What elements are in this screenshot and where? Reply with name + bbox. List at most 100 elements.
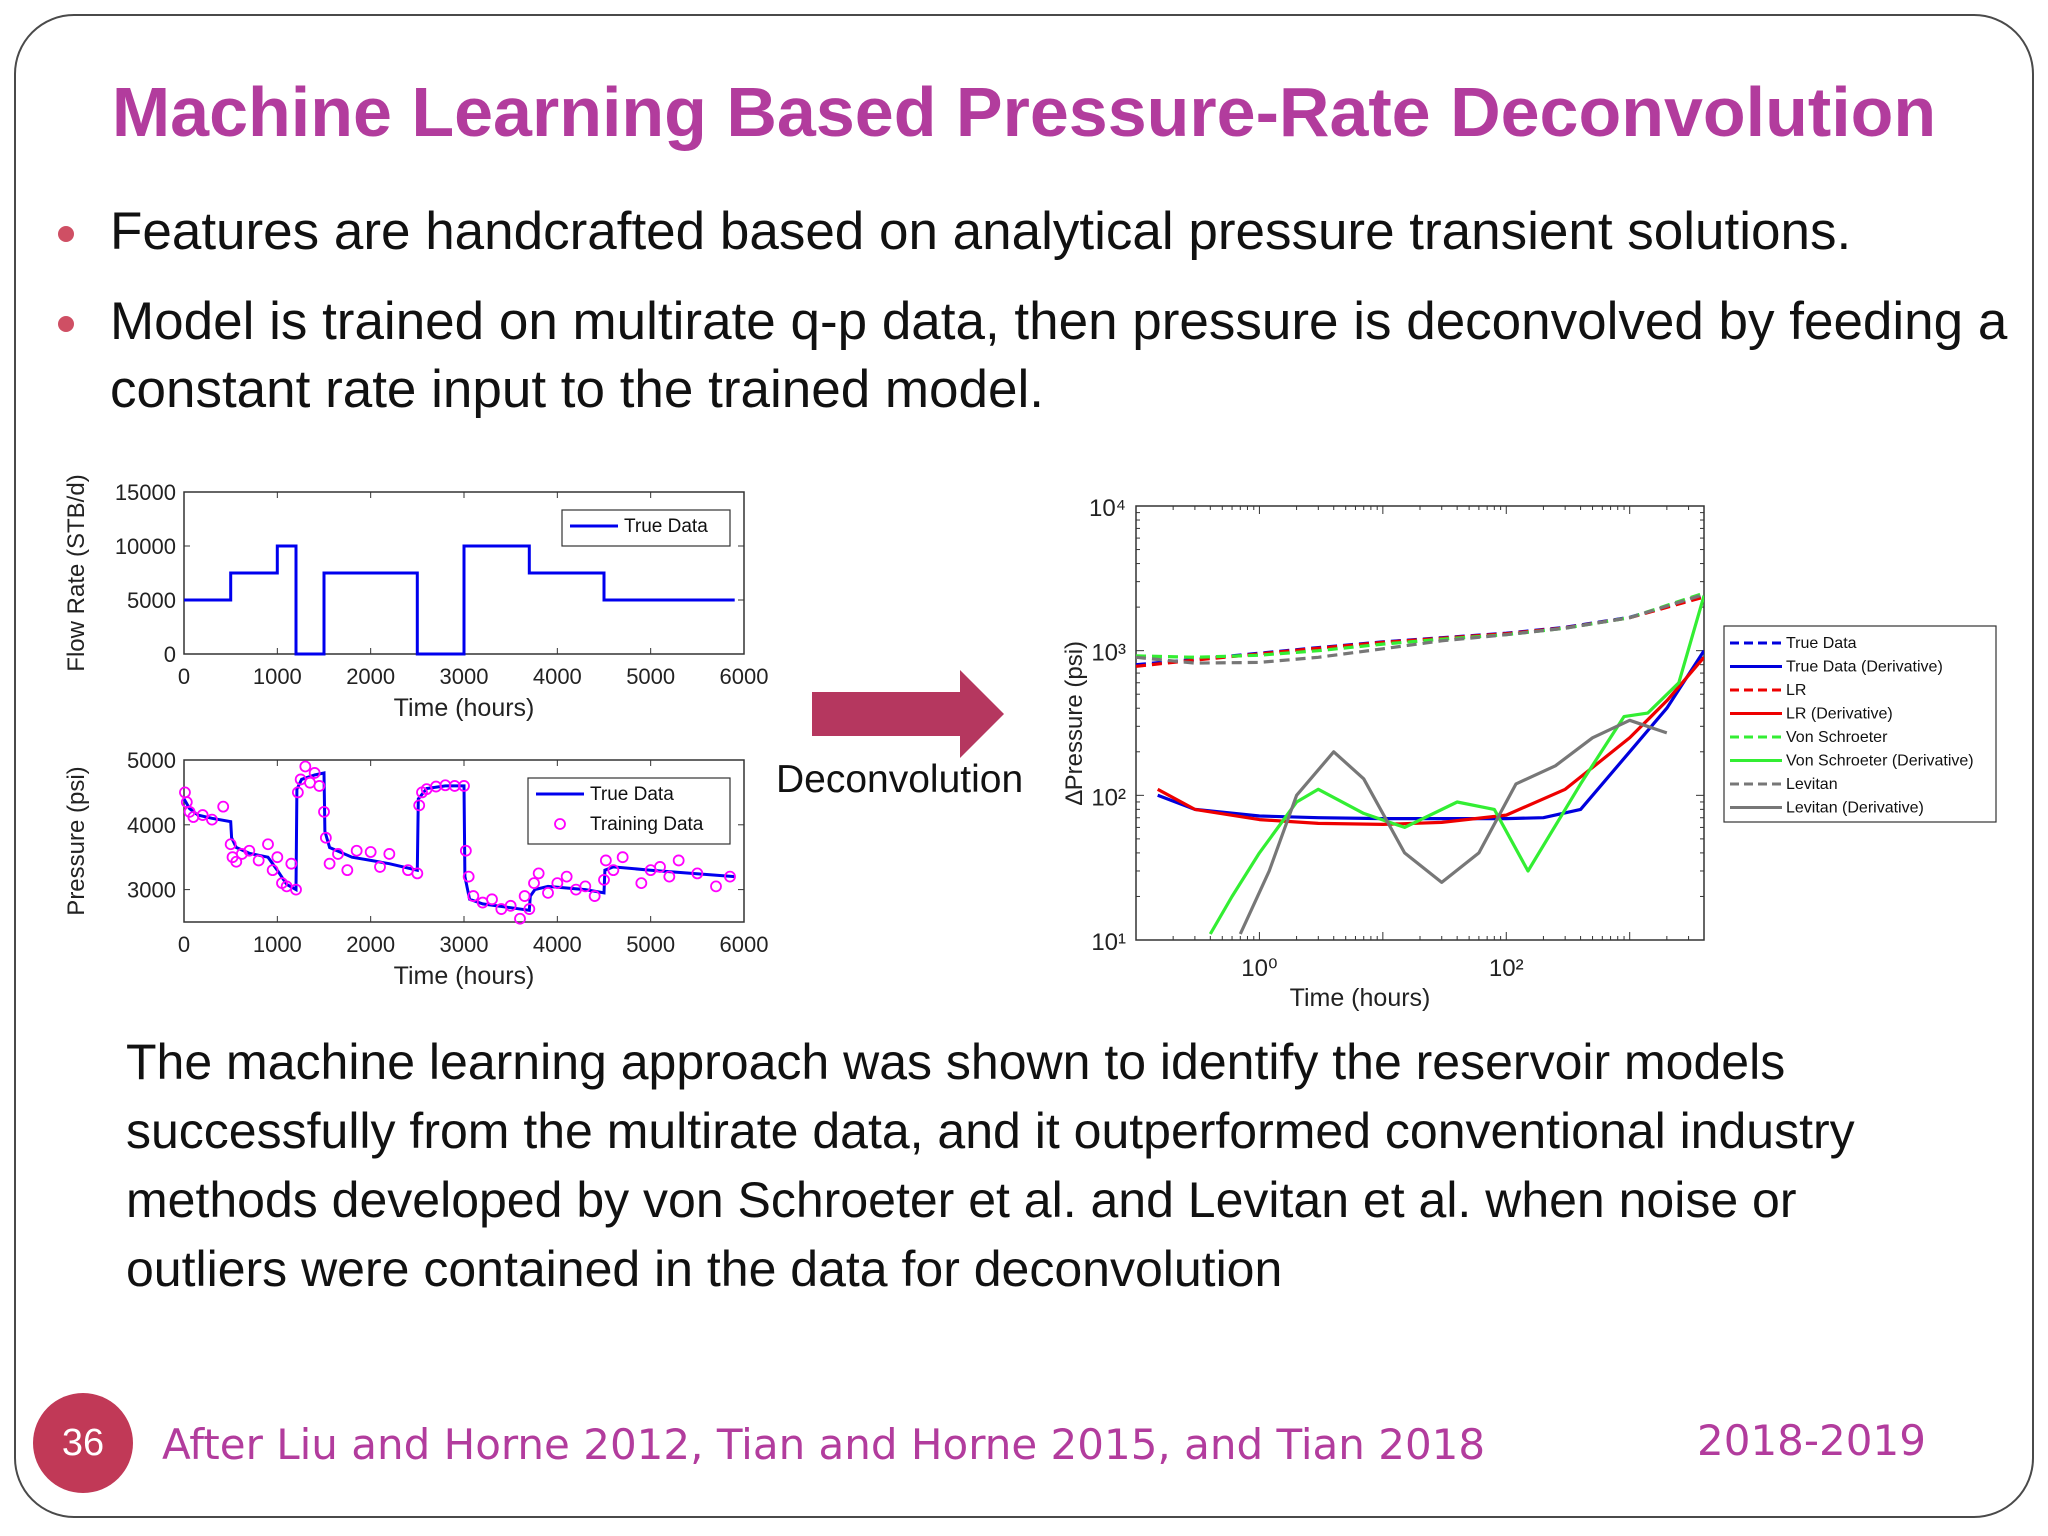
training-data-point [724, 870, 736, 883]
y-tick-label: 10¹ [1091, 929, 1126, 956]
legend-label: Von Schroeter (Derivative) [1786, 753, 1974, 770]
training-data-point [588, 890, 601, 902]
legend-label: Von Schroeter [1786, 729, 1888, 746]
training-data-point [308, 767, 321, 779]
x-axis-label: Time (hours) [394, 962, 535, 990]
x-tick-label: 6000 [720, 932, 769, 957]
x-tick-label: 1000 [253, 664, 302, 689]
y-axis-label: Pressure (psi) [63, 766, 90, 915]
training-data-point [262, 838, 274, 851]
y-tick-label: 3000 [127, 878, 176, 903]
training-data-point [350, 844, 363, 857]
y-tick-label: 10² [1091, 784, 1126, 811]
conclusion-paragraph: The machine learning approach was shown … [126, 1034, 1855, 1297]
x-tick-label: 3000 [440, 932, 489, 957]
x-tick-label: 6000 [720, 664, 769, 689]
training-data-point [217, 800, 230, 813]
training-data-point [579, 880, 592, 893]
y-tick-label: 4000 [127, 813, 176, 838]
x-tick-label: 10⁰ [1241, 955, 1277, 982]
deconvolved-pressure-chart: 10⁰ 10² 10¹ 10² 10³ 10⁴ Time (hours) ∆Pressure … [1061, 495, 1997, 1012]
x-tick-label: 3000 [440, 664, 489, 689]
x-tick-label: 4000 [533, 664, 582, 689]
training-data-point [504, 899, 517, 912]
training-data-point [230, 855, 243, 868]
training-data-point [710, 880, 722, 893]
y-tick-label: 0 [164, 642, 176, 667]
legend-label: LR (Derivative) [1786, 706, 1893, 723]
training-data-point [224, 838, 237, 851]
training-data-point [413, 799, 426, 812]
legend-label: Levitan [1786, 776, 1838, 793]
x-tick-label: 1000 [253, 932, 302, 957]
y-tick-label: 15000 [115, 480, 176, 505]
training-data-point [332, 848, 344, 860]
legend-label: True Data [590, 784, 674, 805]
training-data-point [243, 844, 256, 857]
training-data-point [462, 870, 475, 883]
x-axis-label: Time (hours) [394, 694, 535, 722]
footer-citation: After Liu and Horne 2012, Tian and Horne… [162, 1420, 1486, 1469]
page-number-badge: 36 [33, 1393, 133, 1493]
series-line-true-data [184, 544, 735, 656]
bullet-text: Features are handcrafted based on analyt… [110, 202, 1852, 261]
x-axis-label: Time (hours) [1290, 984, 1431, 1012]
series-line-levitan-derivative- [1238, 718, 1668, 935]
x-tick-label: 5000 [626, 664, 675, 689]
training-data-point [523, 903, 536, 915]
x-tick-label: 0 [178, 664, 190, 689]
training-data-point [514, 912, 526, 925]
training-data-point [654, 861, 666, 873]
training-data-point [635, 877, 648, 890]
training-data-point [411, 867, 424, 880]
y-tick-label: 10000 [115, 534, 176, 559]
x-tick-label: 2000 [346, 932, 395, 957]
footer-year: 2018-2019 [1697, 1416, 1926, 1465]
training-data-point [323, 857, 336, 870]
training-data-point [542, 886, 554, 899]
training-data-point [364, 846, 377, 858]
training-data-point [459, 844, 472, 857]
training-data-point [285, 857, 298, 870]
training-data-point [458, 780, 470, 792]
training-data-point [299, 760, 312, 773]
training-data-point [532, 867, 545, 880]
training-data-point [266, 864, 279, 877]
series-line-von-schroeter [1136, 591, 1704, 659]
y-tick-label: 5000 [127, 588, 176, 613]
training-data-point [206, 813, 218, 826]
legend-box [1723, 625, 1997, 823]
training-data-point [291, 786, 304, 799]
training-data-point [271, 851, 284, 864]
training-data-point [599, 854, 612, 867]
training-data-point [383, 848, 396, 860]
deconvolution-arrow-icon [812, 670, 1004, 758]
bullet-dot-icon [58, 226, 74, 242]
training-data-point [616, 851, 629, 864]
training-data-point [319, 831, 332, 844]
slide-title: Machine Learning Based Pressure-Rate Dec… [111, 73, 1937, 151]
training-data-point [235, 848, 248, 860]
training-data-point [196, 809, 209, 821]
training-data-point [551, 877, 564, 890]
x-tick-label: 5000 [626, 932, 675, 957]
legend-marker [554, 818, 566, 830]
x-tick-label: 4000 [533, 932, 582, 957]
training-data-point [290, 883, 302, 896]
legend-box [561, 509, 731, 547]
x-tick-label: 10² [1489, 955, 1524, 982]
training-data-point [341, 864, 354, 877]
y-tick-label: 10⁴ [1089, 495, 1126, 522]
legend-label: True Data [624, 516, 708, 537]
legend-label: LR [1786, 682, 1806, 699]
plot-frame [1135, 505, 1705, 941]
bullet-dot-icon [58, 316, 74, 332]
bullet-text: Model is trained on multirate q-p data, … [110, 292, 2008, 419]
legend-label: True Data (Derivative) [1786, 659, 1943, 676]
series-line-von-schroeter-derivative- [1208, 595, 1704, 935]
y-axis-label: Flow Rate (STB/d) [63, 474, 90, 671]
training-data-point [528, 877, 540, 890]
pressure-chart: 0 1000 2000 3000 4000 5000 6000 3000 4000 5000 Tim… [63, 748, 769, 990]
training-data-point [467, 890, 480, 902]
y-axis-label: ∆Pressure (psi) [1061, 641, 1088, 805]
